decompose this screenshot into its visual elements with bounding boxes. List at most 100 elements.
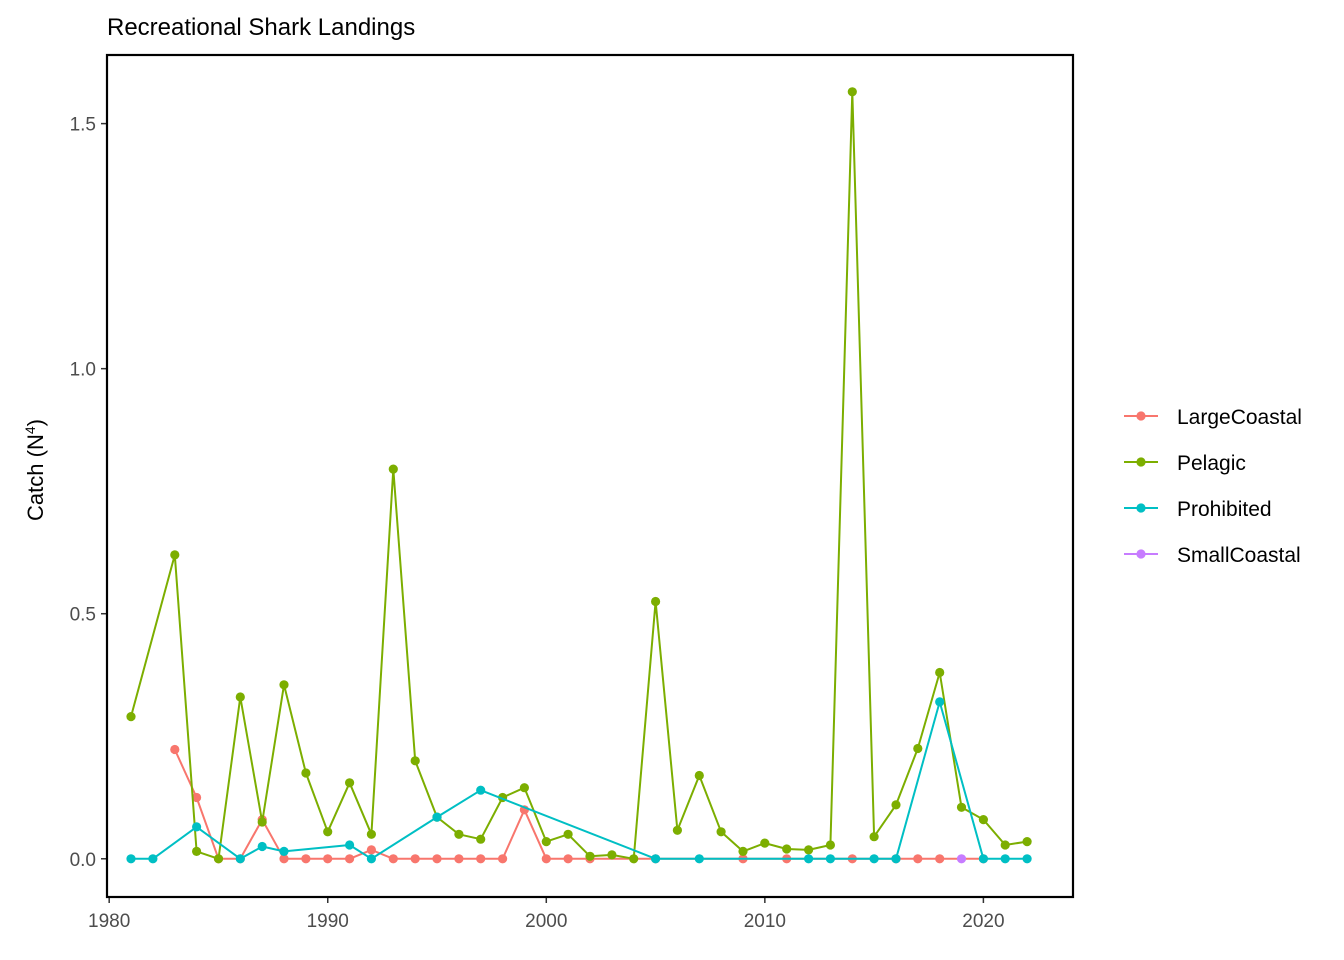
data-point-pelagic	[563, 829, 573, 839]
data-point-largecoastal	[454, 854, 464, 864]
data-point-pelagic	[388, 464, 398, 474]
data-point-largecoastal	[432, 854, 442, 864]
x-tick-label: 2000	[525, 911, 567, 932]
data-point-prohibited	[1000, 854, 1010, 864]
data-point-pelagic	[519, 783, 530, 793]
data-point-prohibited	[126, 854, 136, 864]
data-point-prohibited	[694, 854, 704, 864]
data-point-largecoastal	[913, 854, 923, 864]
data-point-largecoastal	[366, 845, 376, 855]
legend-item-prohibited: Prohibited	[1124, 498, 1272, 521]
data-point-pelagic	[126, 712, 136, 722]
data-point-pelagic	[782, 844, 792, 854]
data-point-largecoastal	[388, 854, 398, 864]
legend-key-point	[1136, 457, 1146, 467]
data-point-largecoastal	[170, 744, 180, 755]
legend-key-point	[1136, 411, 1146, 421]
legend-item-largecoastal: LargeCoastal	[1124, 406, 1302, 429]
data-point-largecoastal	[935, 854, 945, 864]
data-point-prohibited	[345, 840, 355, 850]
data-point-largecoastal	[345, 854, 355, 864]
data-point-pelagic	[345, 778, 355, 788]
data-point-pelagic	[257, 817, 267, 827]
data-point-pelagic	[825, 840, 836, 850]
series-layer	[126, 87, 1032, 864]
data-point-prohibited	[235, 854, 245, 864]
data-point-pelagic	[935, 667, 945, 678]
x-tick-label: 2010	[744, 911, 786, 932]
series-line-prohibited	[131, 700, 1028, 860]
data-point-largecoastal	[541, 854, 551, 864]
legend-label: Pelagic	[1177, 452, 1246, 475]
data-point-pelagic	[366, 829, 376, 839]
y-axis: 0.0 0.5 1.0 1.5	[70, 115, 107, 871]
data-point-pelagic	[1022, 837, 1032, 847]
data-point-pelagic	[804, 845, 814, 855]
data-point-pelagic	[235, 692, 245, 702]
data-point-pelagic	[170, 550, 180, 560]
x-tick-label: 1980	[88, 911, 130, 932]
data-point-largecoastal	[279, 854, 289, 864]
series-line-largecoastal	[173, 749, 984, 860]
data-point-pelagic	[476, 834, 486, 844]
legend-label: Prohibited	[1177, 498, 1272, 521]
data-point-largecoastal	[192, 792, 202, 803]
data-point-largecoastal	[323, 854, 333, 864]
data-point-pelagic	[301, 768, 311, 778]
data-point-largecoastal	[410, 854, 420, 864]
data-point-prohibited	[257, 841, 267, 852]
y-tick-label: 1.0	[70, 360, 96, 381]
x-axis: 1980 1990 2000 2010 2020	[88, 897, 1005, 932]
data-point-pelagic	[323, 827, 333, 837]
data-point-prohibited	[978, 854, 989, 864]
data-point-pelagic	[585, 851, 595, 861]
data-point-pelagic	[716, 827, 726, 837]
data-point-largecoastal	[498, 854, 508, 864]
data-point-pelagic	[978, 815, 989, 825]
data-point-pelagic	[651, 596, 661, 607]
data-point-pelagic	[410, 756, 420, 766]
data-point-prohibited	[804, 854, 814, 864]
legend-label: LargeCoastal	[1177, 406, 1302, 429]
data-point-smallcoastal	[956, 854, 967, 864]
svg-text:Catch (N4): Catch (N4)	[22, 419, 48, 521]
data-point-prohibited	[366, 854, 376, 864]
series-prohibited	[126, 697, 1032, 864]
legend-key-point	[1136, 503, 1146, 513]
data-point-largecoastal	[301, 854, 311, 864]
data-point-pelagic	[213, 854, 224, 864]
data-point-pelagic	[847, 87, 857, 97]
data-point-prohibited	[148, 854, 158, 864]
legend-key-point	[1136, 549, 1146, 559]
data-point-prohibited	[825, 854, 836, 864]
data-point-pelagic	[629, 854, 639, 864]
legend-item-smallcoastal: SmallCoastal	[1124, 544, 1301, 567]
data-point-prohibited	[869, 854, 879, 864]
series-pelagic	[126, 87, 1032, 864]
y-axis-title-close: )	[23, 419, 48, 426]
chart-title: Recreational Shark Landings	[107, 14, 415, 41]
y-axis-title-superscript: 4	[22, 426, 38, 434]
y-tick-label: 0.5	[70, 605, 96, 626]
data-point-largecoastal	[563, 854, 573, 864]
data-point-prohibited	[651, 854, 661, 864]
data-point-largecoastal	[476, 854, 486, 864]
data-point-pelagic	[541, 837, 551, 847]
y-axis-title: Catch (N4)	[22, 419, 48, 521]
data-point-pelagic	[672, 825, 683, 835]
data-point-prohibited	[1022, 854, 1032, 864]
data-point-pelagic	[760, 838, 770, 848]
y-tick-label: 1.5	[70, 115, 96, 136]
x-tick-label: 1990	[307, 911, 349, 932]
data-point-pelagic	[607, 850, 617, 860]
legend: LargeCoastal Pelagic Prohibited SmallCoasta…	[1124, 406, 1302, 567]
series-line-pelagic	[130, 90, 1028, 860]
legend-item-pelagic: Pelagic	[1124, 452, 1246, 475]
y-axis-title-main: Catch (N	[23, 434, 48, 521]
data-point-prohibited	[935, 697, 945, 707]
legend-label: SmallCoastal	[1177, 544, 1301, 567]
data-point-prohibited	[432, 812, 442, 822]
data-point-pelagic	[738, 846, 748, 857]
data-point-pelagic	[694, 770, 704, 781]
